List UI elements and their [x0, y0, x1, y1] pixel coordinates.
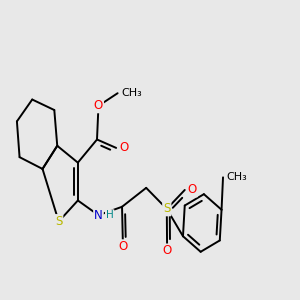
Text: O: O [188, 184, 197, 196]
Text: O: O [119, 141, 128, 154]
Text: H: H [106, 210, 114, 220]
Text: O: O [118, 240, 128, 253]
Text: N: N [94, 209, 103, 222]
Text: S: S [163, 202, 170, 215]
Text: O: O [94, 99, 103, 112]
Text: O: O [163, 244, 172, 257]
Text: CH₃: CH₃ [121, 88, 142, 98]
Text: CH₃: CH₃ [226, 172, 247, 182]
Text: S: S [55, 215, 62, 228]
